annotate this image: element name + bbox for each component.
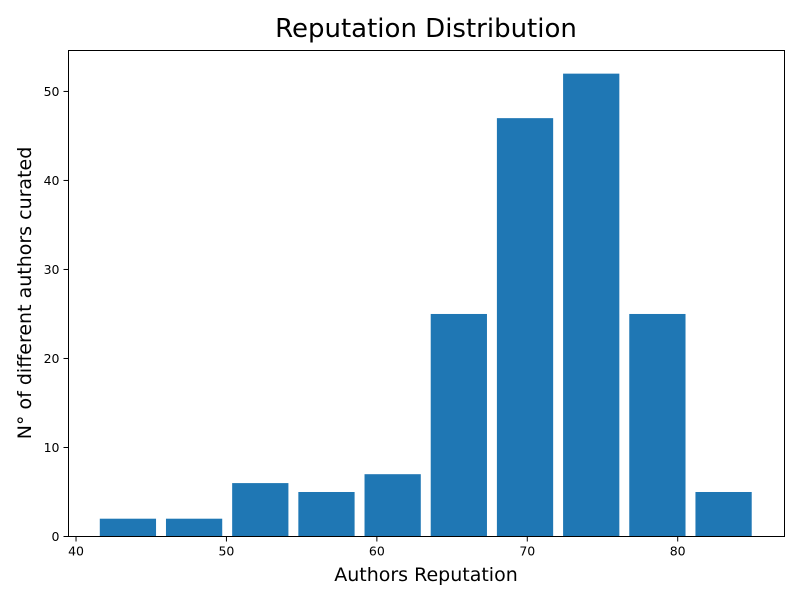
x-tick-label-80: 80 [670,544,686,559]
bar-2 [232,483,289,537]
y-tick-label-40: 40 [44,173,60,188]
plot-frame [68,50,785,537]
y-tick-label-20: 20 [44,351,60,366]
chart-title: Reputation Distribution [275,14,577,44]
bar-6 [496,118,554,537]
y-tick-label-0: 0 [52,529,60,544]
x-axis: 40 50 60 70 80 [68,536,686,559]
x-axis-label: Authors Reputation [334,564,518,586]
x-tick-label-50: 50 [218,544,234,559]
x-tick-label-60: 60 [369,544,385,559]
y-tick-label-50: 50 [44,84,60,99]
bar-3 [298,491,355,537]
y-tick-label-30: 30 [44,262,60,277]
bar-5 [430,313,487,537]
y-tick-label-10: 10 [44,440,60,455]
y-axis: 0 10 20 30 40 50 [44,84,69,544]
x-tick-label-40: 40 [68,544,84,559]
bar-9 [695,491,752,537]
bar-0 [99,518,157,537]
bars-group [99,73,752,537]
bar-7 [563,73,620,537]
x-tick-label-70: 70 [519,544,535,559]
y-axis-label: N° of different authors curated [14,147,36,440]
bar-4 [364,474,421,537]
bar-8 [629,313,686,537]
bar-1 [165,518,223,537]
